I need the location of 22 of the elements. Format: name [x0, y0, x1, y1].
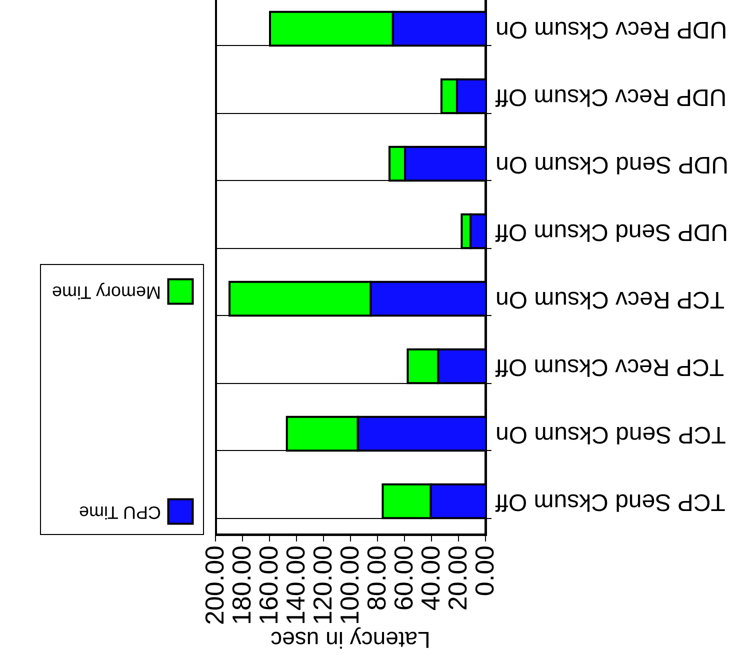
y-tick-label: TCP Recv Cksum Off: [495, 353, 724, 380]
x-tick-label: 160.00: [254, 546, 284, 626]
x-tick-label: 40.00: [416, 546, 446, 611]
x-tick-label: 0.00: [470, 546, 500, 596]
x-tick-label: 80.00: [362, 546, 392, 611]
legend-label: CPU Time: [78, 502, 161, 522]
x-axis-title: Latency in usec: [270, 627, 430, 654]
x-tick-label: 20.00: [442, 546, 472, 611]
x-tick-label: 180.00: [226, 546, 256, 626]
x-tick-label: 60.00: [388, 546, 418, 611]
y-tick-label: UDP Recv Cksum On: [496, 16, 728, 43]
y-tick-label: TCP Send Cksum On: [496, 420, 726, 448]
legend-label: Memory Time: [52, 282, 161, 302]
x-tick-label: 200.00: [200, 546, 230, 626]
x-tick-label: 120.00: [308, 546, 338, 626]
x-tick-label: 140.00: [280, 546, 310, 626]
y-tick-label: TCP Send Cksum Off: [495, 488, 726, 516]
y-tick-label: UDP Send Cksum On: [496, 150, 728, 178]
y-tick-label: TCP Recv Cksum On: [496, 286, 724, 313]
y-tick-label: UDP Recv Cksum Off: [495, 83, 727, 110]
y-tick-label: UDP Send Cksum Off: [495, 218, 728, 246]
x-tick-label: 100.00: [334, 546, 364, 626]
